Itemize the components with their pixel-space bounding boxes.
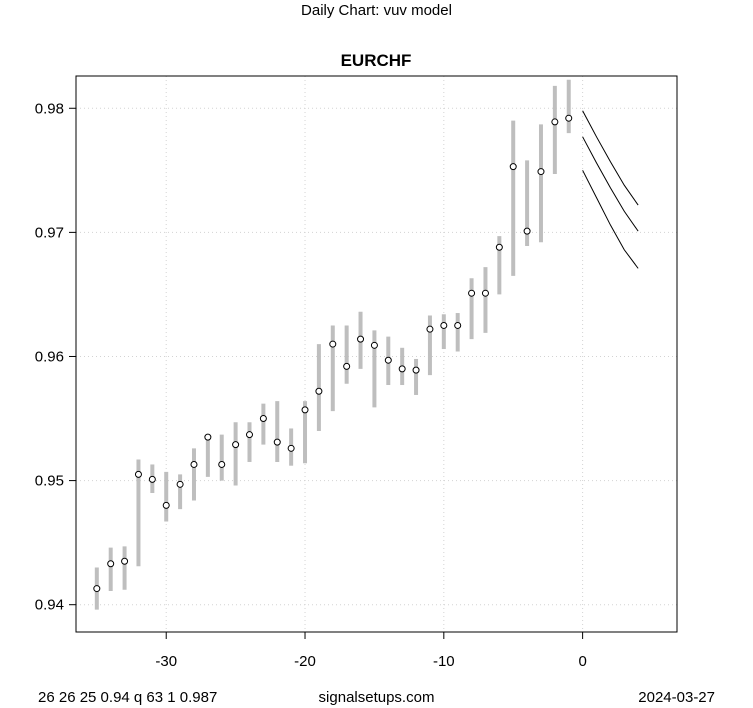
- chart-title: EURCHF: [341, 51, 412, 70]
- data-point: [121, 557, 129, 565]
- data-point: [398, 365, 406, 373]
- data-point: [287, 444, 295, 452]
- y-tick-label: 0.98: [35, 100, 64, 117]
- data-point: [232, 441, 240, 449]
- forecast-line-lower: [582, 170, 639, 269]
- y-tick-label: 0.97: [35, 224, 64, 241]
- data-point: [370, 341, 378, 349]
- data-point: [426, 325, 434, 333]
- data-point: [218, 460, 226, 468]
- data-point: [301, 406, 309, 414]
- data-point: [468, 289, 476, 297]
- y-tick-label: 0.95: [35, 473, 64, 490]
- data-point: [329, 340, 337, 348]
- data-point: [162, 501, 170, 509]
- data-point: [148, 475, 156, 483]
- page-title: Daily Chart: vuv model: [301, 2, 452, 19]
- data-point: [481, 289, 489, 297]
- x-tick-label: -10: [433, 653, 455, 670]
- forecast-line-middle: [582, 136, 639, 232]
- footer-model-stats: 26 26 25 0.94 q 63 1 0.987: [38, 689, 218, 706]
- plot-frame: [75, 75, 678, 633]
- x-tick-label: 0: [578, 653, 586, 670]
- data-point: [176, 480, 184, 488]
- data-point: [107, 560, 115, 568]
- forecast-lines: [582, 110, 639, 269]
- data-point: [259, 415, 267, 423]
- data-point: [190, 460, 198, 468]
- data-point: [357, 335, 365, 343]
- data-point: [245, 431, 253, 439]
- data-point: [537, 168, 545, 176]
- footer-date: 2024-03-27: [638, 689, 715, 706]
- data-point: [412, 366, 420, 374]
- y-tick-label: 0.94: [35, 597, 64, 614]
- data-point: [551, 118, 559, 126]
- data-points: [93, 114, 573, 593]
- footer-site: signalsetups.com: [318, 689, 435, 706]
- data-point: [440, 321, 448, 329]
- data-point: [509, 163, 517, 171]
- forecast-line-upper: [582, 110, 639, 206]
- data-point: [93, 585, 101, 593]
- data-point: [315, 387, 323, 395]
- grid-layer: [76, 76, 677, 632]
- axes: -30 -20 -10 0 0.94 0.95 0.96 0.97 0.98: [35, 100, 587, 670]
- data-point: [273, 438, 281, 446]
- data-point: [343, 362, 351, 370]
- data-point: [204, 433, 212, 441]
- x-tick-label: -20: [294, 653, 316, 670]
- data-point: [384, 356, 392, 364]
- x-tick-label: -30: [155, 653, 177, 670]
- data-point: [495, 243, 503, 251]
- data-point: [565, 114, 573, 122]
- data-point: [454, 321, 462, 329]
- y-tick-label: 0.96: [35, 348, 64, 365]
- data-point: [523, 227, 531, 235]
- data-point: [134, 470, 142, 478]
